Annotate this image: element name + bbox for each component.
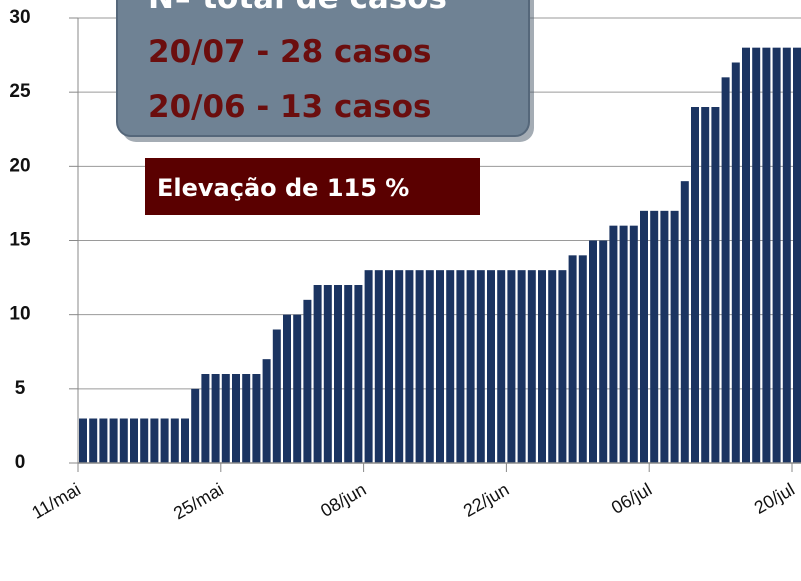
bar [742, 47, 750, 464]
bar [487, 270, 495, 463]
bar [415, 270, 424, 463]
bar [599, 240, 608, 463]
y-tick-label: 30 [9, 7, 30, 28]
y-tick-label: 25 [9, 81, 31, 102]
y-tick-label: 20 [9, 155, 30, 176]
bar [323, 285, 332, 463]
bar [334, 285, 342, 463]
bar [221, 374, 230, 463]
bar [619, 225, 628, 463]
bar [609, 225, 618, 463]
y-tick-label: 15 [9, 230, 31, 251]
bar [272, 329, 281, 463]
bar [140, 418, 149, 463]
info-box [116, 0, 530, 137]
bar [313, 285, 322, 463]
bar [130, 418, 138, 463]
highlight-box [145, 158, 480, 215]
bar [507, 270, 516, 463]
bar [466, 270, 475, 463]
bar [436, 270, 444, 463]
annotation-overlay: Nº total de casos 20/07 - 28 casos 20/06… [116, 0, 534, 215]
bar [548, 270, 557, 463]
bar [252, 374, 261, 463]
bar [425, 270, 434, 463]
bar [89, 418, 98, 463]
bar [405, 270, 414, 463]
x-tick-label: 20/jul [751, 479, 798, 518]
bar [476, 270, 485, 463]
bar [191, 388, 200, 463]
bar [538, 270, 546, 463]
bar [650, 210, 659, 463]
bar [629, 225, 638, 463]
bar [558, 270, 567, 463]
bar [752, 47, 761, 464]
annotation: Nº total de casos [148, 0, 447, 16]
y-tick-label: 5 [15, 378, 26, 399]
bar [497, 270, 506, 463]
bar [242, 374, 251, 463]
bar [283, 314, 291, 463]
y-tick-label: 10 [9, 304, 30, 325]
bar [385, 270, 393, 463]
bar [691, 107, 699, 463]
bar [109, 418, 118, 463]
bar [374, 270, 383, 463]
bar [517, 270, 526, 463]
bar [578, 255, 587, 463]
bar [701, 107, 710, 463]
bar [640, 210, 648, 463]
bar [293, 314, 302, 463]
x-tick-label: 22/jun [460, 479, 512, 521]
bar [232, 374, 240, 463]
x-tick-label: 11/mai [28, 479, 84, 523]
bar [99, 418, 108, 463]
bar [527, 270, 536, 463]
bar [211, 374, 220, 463]
x-tick-label: 06/jul [608, 479, 655, 518]
bar [181, 418, 189, 463]
bar [262, 359, 271, 463]
bar [344, 285, 353, 463]
bar [364, 270, 373, 463]
bar [782, 47, 791, 464]
annotation: 20/07 - 28 casos [148, 34, 431, 70]
bar [680, 181, 689, 463]
bar [354, 285, 363, 463]
bar [660, 210, 669, 463]
bar [119, 418, 128, 463]
bar [731, 62, 740, 463]
bar [589, 240, 597, 463]
bar [395, 270, 404, 463]
bar [201, 374, 210, 463]
bar [762, 47, 771, 464]
x-tick-label: 25/mai [170, 479, 227, 523]
bar [303, 299, 312, 463]
plot-area: 0 5 10 15 20 25 30 11/mai 25/mai 08/jun 22/jun 06/j… [9, 7, 801, 523]
bar [793, 47, 801, 464]
bar [670, 210, 679, 463]
bar [772, 47, 781, 464]
bar [79, 418, 87, 463]
x-tick-label: 08/jun [317, 479, 369, 521]
bar [721, 77, 730, 463]
y-tick-label: 0 [15, 452, 26, 473]
bar [568, 255, 577, 463]
bar [160, 418, 169, 463]
bar [170, 418, 179, 463]
bar [446, 270, 455, 463]
bar [150, 418, 159, 463]
bar [456, 270, 465, 463]
annotation: Elevação de 115 % [157, 174, 409, 202]
annotation: 20/06 - 13 casos [148, 89, 431, 125]
bar [711, 107, 720, 463]
